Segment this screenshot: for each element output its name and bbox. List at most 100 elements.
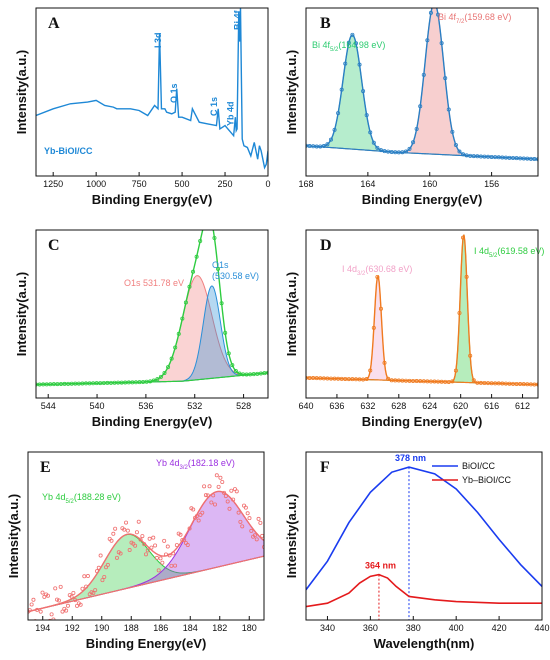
x-tick-label: 632 bbox=[360, 401, 375, 411]
data-marker bbox=[35, 607, 40, 612]
data-marker bbox=[176, 331, 181, 336]
peak-label-subscript: 7/2 bbox=[456, 19, 465, 25]
axes-frame bbox=[27, 451, 265, 621]
legend-label: BiOI/CC bbox=[462, 461, 496, 471]
peak-label-name: I 4d bbox=[342, 264, 357, 274]
peak-label-energy: (630.68 eV) bbox=[365, 264, 412, 274]
data-marker bbox=[371, 325, 376, 330]
data-marker bbox=[382, 360, 387, 365]
data-marker bbox=[336, 111, 341, 116]
data-marker bbox=[202, 224, 205, 227]
peak-label: Yb 4d3/2(182.18 eV) bbox=[156, 458, 235, 471]
x-tick-label: 340 bbox=[320, 623, 335, 633]
data-marker bbox=[94, 569, 99, 574]
data-marker bbox=[234, 489, 239, 494]
data-marker bbox=[82, 574, 87, 579]
data-marker bbox=[205, 493, 210, 498]
peak-label-subscript: 5/2 bbox=[66, 499, 75, 505]
data-marker bbox=[258, 520, 263, 525]
data-marker bbox=[450, 379, 455, 384]
peak-label: I 4d3/2(630.68 eV) bbox=[342, 264, 412, 277]
data-marker bbox=[464, 274, 469, 279]
data-marker bbox=[207, 484, 212, 489]
data-marker bbox=[173, 345, 178, 350]
fit-component-area bbox=[36, 285, 268, 386]
data-marker bbox=[464, 153, 469, 158]
survey-spectrum-line bbox=[36, 8, 268, 170]
fit-component-area bbox=[306, 234, 538, 386]
data-marker bbox=[403, 149, 408, 154]
x-tick-label: 168 bbox=[298, 179, 313, 189]
data-marker bbox=[368, 130, 373, 135]
data-marker bbox=[138, 537, 143, 542]
peak-label-name: Yb 4d bbox=[42, 492, 66, 502]
data-marker bbox=[156, 568, 161, 573]
data-marker bbox=[174, 543, 179, 548]
data-marker bbox=[386, 376, 391, 381]
data-marker bbox=[218, 475, 223, 480]
data-marker bbox=[71, 590, 76, 595]
peak-label: O1s bbox=[212, 260, 229, 270]
plot-area bbox=[306, 234, 538, 387]
peak-label: (530.58 eV) bbox=[212, 271, 259, 281]
peak-label-subscript: 5/2 bbox=[489, 253, 498, 259]
x-tick-label: 182 bbox=[212, 623, 227, 633]
data-marker bbox=[191, 269, 196, 274]
data-marker bbox=[436, 12, 441, 17]
data-marker bbox=[183, 300, 188, 305]
x-axis-label: Wavelength(nm) bbox=[374, 636, 475, 651]
peak-label: Bi 4f7/2(159.68 eV) bbox=[438, 12, 511, 25]
peak-label: I 4d5/2(619.58 eV) bbox=[474, 246, 544, 259]
x-tick-label: 160 bbox=[422, 179, 437, 189]
data-marker bbox=[187, 526, 192, 531]
envelope-line bbox=[306, 8, 538, 160]
axes-frame bbox=[35, 229, 269, 399]
x-tick-label: 636 bbox=[329, 401, 344, 411]
data-marker bbox=[400, 150, 405, 155]
data-marker bbox=[225, 499, 230, 504]
data-marker bbox=[254, 537, 259, 542]
data-marker bbox=[136, 519, 141, 524]
data-marker bbox=[187, 284, 192, 289]
data-marker bbox=[357, 62, 362, 67]
data-marker bbox=[242, 503, 247, 508]
data-marker bbox=[149, 545, 154, 550]
data-marker bbox=[433, 1, 436, 4]
data-marker bbox=[185, 543, 190, 548]
axes-frame bbox=[305, 451, 543, 621]
peak-label-name: Yb 4d bbox=[156, 458, 180, 468]
data-marker bbox=[166, 365, 171, 370]
y-axis-label: Intensity(a.u.) bbox=[284, 494, 299, 579]
plot-area bbox=[36, 224, 268, 387]
data-marker bbox=[252, 533, 257, 538]
data-marker bbox=[84, 584, 89, 589]
sample-label: Yb-BiOI/CC bbox=[44, 146, 93, 156]
panel-label: F bbox=[320, 459, 330, 476]
data-marker bbox=[457, 310, 462, 315]
x-tick-label: 640 bbox=[298, 401, 313, 411]
x-tick-label: 156 bbox=[484, 179, 499, 189]
panel-C: C O1s 531.78 eV O1s(530.58 eV) 544 540 536 532… bbox=[14, 224, 269, 429]
data-marker bbox=[180, 316, 185, 321]
axes-frame bbox=[35, 7, 269, 177]
data-marker bbox=[378, 306, 383, 311]
panel-E: EYb 4d5/2(188.28 eV)Yb 4d3/2(182.18 eV)1… bbox=[6, 451, 265, 651]
x-tick-label: 500 bbox=[175, 179, 190, 189]
baseline-line bbox=[28, 555, 264, 613]
data-marker bbox=[167, 553, 172, 558]
pl-series-line bbox=[306, 466, 542, 591]
data-marker bbox=[256, 516, 261, 521]
panel-label: E bbox=[40, 459, 51, 476]
data-marker bbox=[182, 537, 187, 542]
x-tick-label: 440 bbox=[534, 623, 549, 633]
pl-series-line bbox=[306, 573, 542, 608]
panel-label: B bbox=[320, 15, 331, 32]
data-marker bbox=[151, 535, 156, 540]
peak-label-subscript: 3/2 bbox=[180, 465, 189, 471]
peak-label-name: I 4d bbox=[474, 246, 489, 256]
data-marker bbox=[375, 274, 380, 279]
plot-area bbox=[306, 1, 538, 162]
data-marker bbox=[350, 32, 355, 37]
data-marker bbox=[453, 368, 458, 373]
